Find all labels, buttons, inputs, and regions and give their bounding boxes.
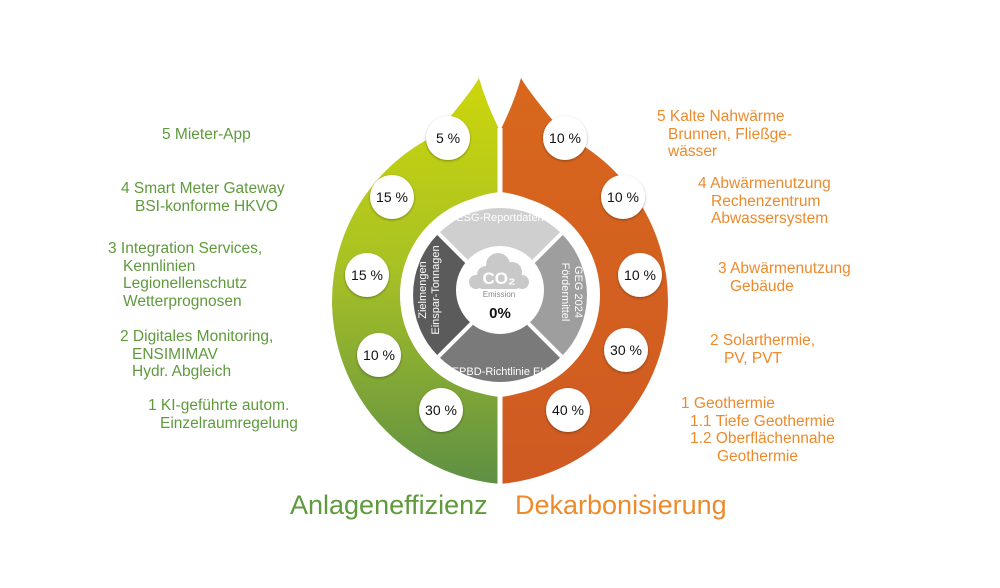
svg-text:40 %: 40 % bbox=[552, 402, 584, 418]
left-item-3: 3 Integration Services, Kennlinien Legio… bbox=[108, 240, 263, 310]
svg-text:30 %: 30 % bbox=[610, 342, 642, 358]
emission-value: 0% bbox=[489, 305, 511, 322]
right-item-2: 2 Solarthermie, PV, PVT bbox=[710, 332, 816, 367]
cloud-icon bbox=[469, 253, 529, 289]
center-left-label-line1: Zielmengen bbox=[417, 261, 429, 318]
percent-badge-right-5: 10 % bbox=[543, 116, 587, 160]
svg-text:30 %: 30 % bbox=[425, 402, 457, 418]
center-right-label-line2: Fördermittel bbox=[559, 263, 571, 322]
center-right-label-line1: GEG 2024 bbox=[572, 266, 584, 318]
percent-badge-left-1: 30 % bbox=[419, 388, 463, 432]
svg-text:10 %: 10 % bbox=[607, 189, 639, 205]
emission-label: Emission bbox=[483, 290, 515, 299]
left-item-2: 2 Digitales Monitoring, ENSIMIMAV Hydr. … bbox=[120, 328, 274, 380]
percent-badge-left-2: 10 % bbox=[357, 333, 401, 377]
percent-badge-left-3: 15 % bbox=[345, 253, 389, 297]
right-item-1: 1 Geothermie 1.1 Tiefe Geothermie 1.2 Ob… bbox=[681, 395, 835, 465]
svg-text:10 %: 10 % bbox=[363, 347, 395, 363]
svg-text:5 %: 5 % bbox=[436, 130, 460, 146]
title-dekarbonisierung: Dekarbonisierung bbox=[515, 490, 727, 520]
percent-badge-right-3: 10 % bbox=[618, 253, 662, 297]
percent-badge-right-2: 30 % bbox=[604, 328, 648, 372]
co2-label: CO₂ bbox=[482, 269, 515, 288]
left-item-1: 1 KI-geführte autom. Einzelraumregelung bbox=[148, 397, 298, 432]
right-item-4: 4 Abwärmenutzung Rechenzentrum Abwassers… bbox=[698, 175, 831, 227]
percent-badge-left-4: 15 % bbox=[370, 175, 414, 219]
percent-badge-left-5: 5 % bbox=[426, 116, 470, 160]
right-item-3: 3 Abwärmenutzung Gebäude bbox=[718, 260, 851, 295]
center-segment-bottom bbox=[438, 295, 562, 382]
right-item-5: 5 Kalte Nahwärme Brunnen, Fließge- wässe… bbox=[657, 108, 793, 160]
center-bottom-label: EPBD-Richtlinie EU bbox=[452, 366, 549, 378]
title-anlageneffizienz: Anlageneffizienz bbox=[290, 490, 488, 520]
svg-text:15 %: 15 % bbox=[351, 267, 383, 283]
right-badges: 10 % 10 % 10 % 30 % 40 % bbox=[543, 116, 662, 432]
percent-badge-right-4: 10 % bbox=[601, 175, 645, 219]
svg-text:10 %: 10 % bbox=[624, 267, 656, 283]
center-left-label-line2: Einspar-Tonnagen bbox=[430, 245, 442, 334]
left-badges: 5 % 15 % 15 % 10 % 30 % bbox=[345, 116, 470, 432]
left-item-4: 4 Smart Meter Gateway BSI-konforme HKVO bbox=[121, 180, 285, 215]
center-hub bbox=[456, 246, 544, 334]
svg-text:15 %: 15 % bbox=[376, 189, 408, 205]
center-top-label: ESG-Reportdaten bbox=[456, 212, 543, 224]
left-item-5: 5 Mieter-App bbox=[162, 126, 251, 143]
percent-badge-right-1: 40 % bbox=[546, 388, 590, 432]
svg-text:10 %: 10 % bbox=[549, 130, 581, 146]
